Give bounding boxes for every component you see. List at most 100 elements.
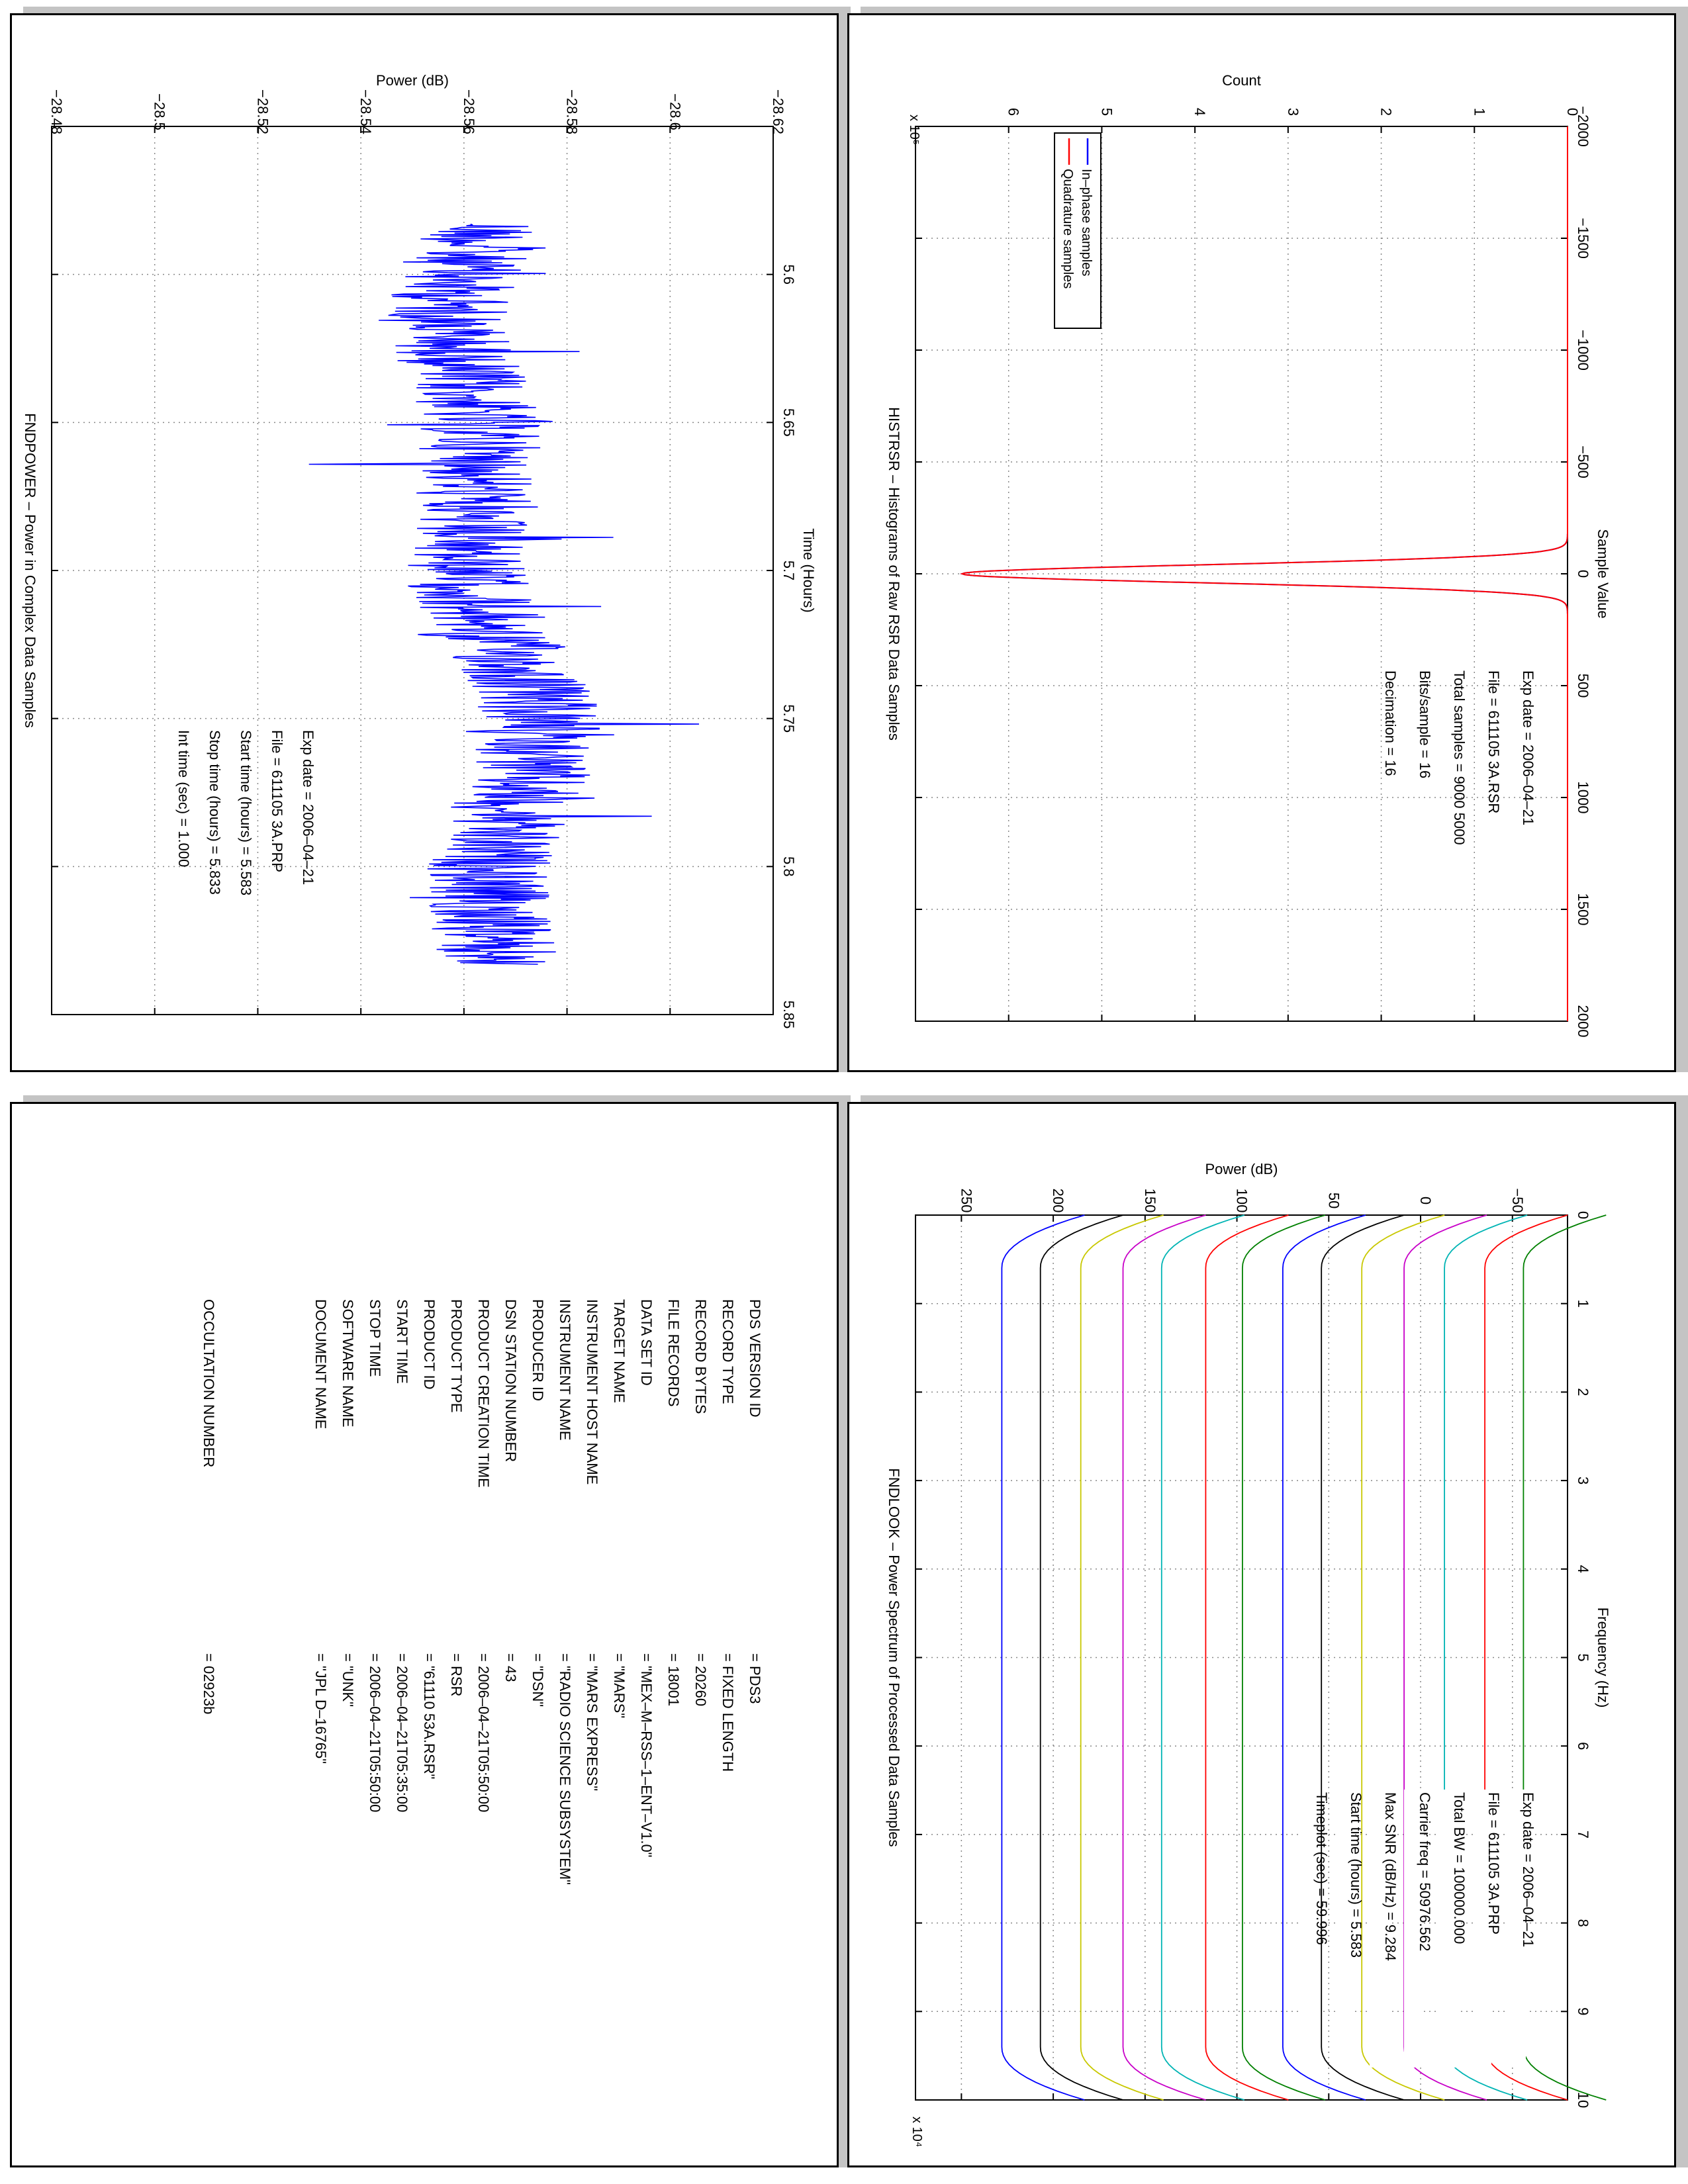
- label-value: = 20260: [692, 1653, 709, 1706]
- legend-label: In–phase samples: [1079, 169, 1094, 276]
- x-tick-label: 8: [1575, 1919, 1591, 1927]
- label-key: DSN STATION NUMBER: [502, 1299, 519, 1462]
- x-tick-label: 0: [1575, 1211, 1591, 1219]
- x-tick-label: 2000: [1575, 1005, 1591, 1038]
- x-tick-label: 1: [1575, 1300, 1591, 1308]
- x-tick-label: 5.7: [780, 561, 797, 581]
- spectrum-series-line: [1001, 1214, 1085, 2101]
- chart-title: HISTRSR – Histograms of Raw RSR Data Sam…: [886, 407, 902, 741]
- chart-title: FNDLOOK – Power Spectrum of Processed Da…: [886, 1468, 902, 1846]
- annotation-background: [1335, 1790, 1354, 2068]
- y-exponent-label: x 10⁵: [907, 114, 921, 145]
- x-tick-label: 7: [1575, 1831, 1591, 1839]
- annotation-label: Exp date = 2006–04–21: [300, 730, 316, 885]
- y-tick-label: −28.48: [48, 89, 65, 134]
- histrsr-plot: −2000 −1500 −1000 −500 0 500 1000 1500 2000 0 1 2 3 4…: [886, 72, 1611, 1037]
- label-value: = "MEX–M–RSS–1–ENT–V1.0": [638, 1653, 655, 1857]
- x-tick-label: −500: [1575, 445, 1591, 478]
- label-value: = PDS3: [747, 1653, 763, 1704]
- y-tick-label: 1: [1471, 108, 1487, 116]
- power-series-line: [308, 223, 700, 965]
- annotation-label: Int time (sec) = 1.000: [175, 730, 192, 867]
- fndpower-panel: 5.6 5.65 5.7 5.75 5.8 5.85 −28.62 −28.6 −28.58 −2…: [10, 13, 839, 1072]
- y-tick-label: −28.52: [254, 89, 271, 134]
- label-list: PDS VERSION ID = PDS3 RECORD TYPE = FIXED L…: [201, 1299, 763, 1885]
- label-value: = 18001: [665, 1653, 682, 1706]
- x-tick-label: 5.8: [780, 856, 797, 877]
- label-key: INSTRUMENT HOST NAME: [584, 1299, 600, 1484]
- spectrum-series-line: [1080, 1214, 1164, 2101]
- fndpower-plot: 5.6 5.65 5.7 5.75 5.8 5.85 −28.62 −28.6 −28.58 −2…: [22, 72, 817, 1028]
- annotation-background: [1473, 1790, 1491, 2068]
- label-value: = "JPL D–16765": [312, 1653, 329, 1764]
- y-tick-label: 6: [1006, 108, 1022, 116]
- plot-frame: [915, 1214, 1568, 2101]
- histogram-series-line: [960, 126, 1568, 1021]
- spectrum-series-line: [1242, 1214, 1325, 2101]
- spectrum-series-line: [1205, 1214, 1289, 2101]
- annotation-label: Start time (hours) = 5.583: [1348, 1792, 1364, 1958]
- label-value: = "61110 53A.RSR": [421, 1653, 438, 1779]
- x-exponent-label: x 10⁴: [910, 2116, 924, 2147]
- x-tick-label: −2000: [1575, 106, 1591, 147]
- y-tick-label: 3: [1285, 108, 1301, 116]
- label-key: RECORD BYTES: [692, 1299, 709, 1414]
- label-key: DOCUMENT NAME: [312, 1299, 329, 1429]
- annotation-label: Decimation = 16: [1382, 670, 1399, 776]
- label-value: = 2006–04–21T05:50:00: [475, 1653, 492, 1812]
- x-tick-label: 9: [1575, 2007, 1591, 2015]
- annotation-background: [1301, 1790, 1319, 2068]
- label-value: = 43: [502, 1653, 519, 1682]
- y-tick-label: 0: [1564, 108, 1581, 116]
- label-list-rows: PDS VERSION ID = PDS3 RECORD TYPE = FIXED L…: [201, 1299, 763, 1885]
- legend-box: [1054, 132, 1102, 329]
- x-tick-label: 4: [1575, 1565, 1591, 1573]
- annotation-background: [1404, 1790, 1423, 2068]
- x-tick-label: 1500: [1575, 893, 1591, 926]
- y-tick-label: 250: [958, 1189, 974, 1213]
- chart-title: FNDPOWER – Power in Complex Data Samples: [22, 413, 38, 728]
- spectrum-series-line: [1122, 1214, 1206, 2101]
- spectrum-series-line: [1282, 1214, 1366, 2101]
- annotation-background: [1507, 1790, 1526, 2068]
- label-key: OCCULTATION NUMBER: [201, 1299, 217, 1467]
- label-key: PRODUCT ID: [421, 1299, 438, 1390]
- x-tick-label: 5: [1575, 1653, 1591, 1661]
- histrsr-panel: −2000 −1500 −1000 −500 0 500 1000 1500 2000 0 1 2 3 4…: [847, 13, 1676, 1072]
- label-key: INSTRUMENT NAME: [557, 1299, 573, 1441]
- label-key: PRODUCT TYPE: [448, 1299, 465, 1413]
- annotation-label: Start time (hours) = 5.583: [238, 730, 254, 895]
- annotation-label: Carrier freq = 50976.562: [1417, 1792, 1433, 1951]
- fndlook-panel: 0 1 2 3 4 5 6 7 8 9 10 −50 0 50 100 150 200 250 Power (dB)…: [847, 1102, 1676, 2167]
- annotation-background: [1370, 1790, 1388, 2068]
- y-tick-label: −28.5: [152, 93, 168, 130]
- y-tick-label: 2: [1378, 108, 1395, 116]
- y-tick-label: −28.56: [461, 89, 477, 134]
- annotation-label: File = 611105 3A.RSR: [1485, 670, 1502, 813]
- label-key: SOFTWARE NAME: [340, 1299, 356, 1428]
- label-key: FILE RECORDS: [665, 1299, 682, 1407]
- x-tick-label: 500: [1575, 674, 1591, 698]
- y-tick-label: −50: [1509, 1188, 1526, 1212]
- label-value: = "DSN": [530, 1653, 546, 1707]
- spectrum-series-line: [1039, 1214, 1123, 2101]
- label-key: TARGET NAME: [611, 1299, 628, 1403]
- y-axis-label: Count: [1222, 72, 1261, 89]
- plot-frame: [915, 126, 1568, 1022]
- annotation-label: Bits/sample = 16: [1417, 670, 1433, 778]
- annotation-label: Timeplot (sec) = 59.996: [1313, 1792, 1330, 1945]
- x-tick-label: 5.85: [780, 1001, 797, 1029]
- fndpower-chart: 5.6 5.65 5.7 5.75 5.8 5.85 −28.62 −28.6 −28.58 −2…: [22, 72, 817, 1028]
- y-tick-label: 200: [1050, 1189, 1066, 1213]
- label-key: RECORD TYPE: [720, 1299, 736, 1404]
- annotation-background: [1438, 1790, 1457, 2068]
- label-value: = "MARS": [611, 1653, 628, 1718]
- label-value: = 02923b: [201, 1653, 217, 1714]
- y-tick-label: 50: [1325, 1193, 1342, 1208]
- y-tick-label: 5: [1098, 108, 1115, 116]
- annotation-label: File = 611105 3A.PRP: [269, 730, 285, 872]
- label-value: = "MARS EXPRESS": [584, 1653, 600, 1791]
- label-key: PRODUCT CREATION TIME: [475, 1299, 492, 1488]
